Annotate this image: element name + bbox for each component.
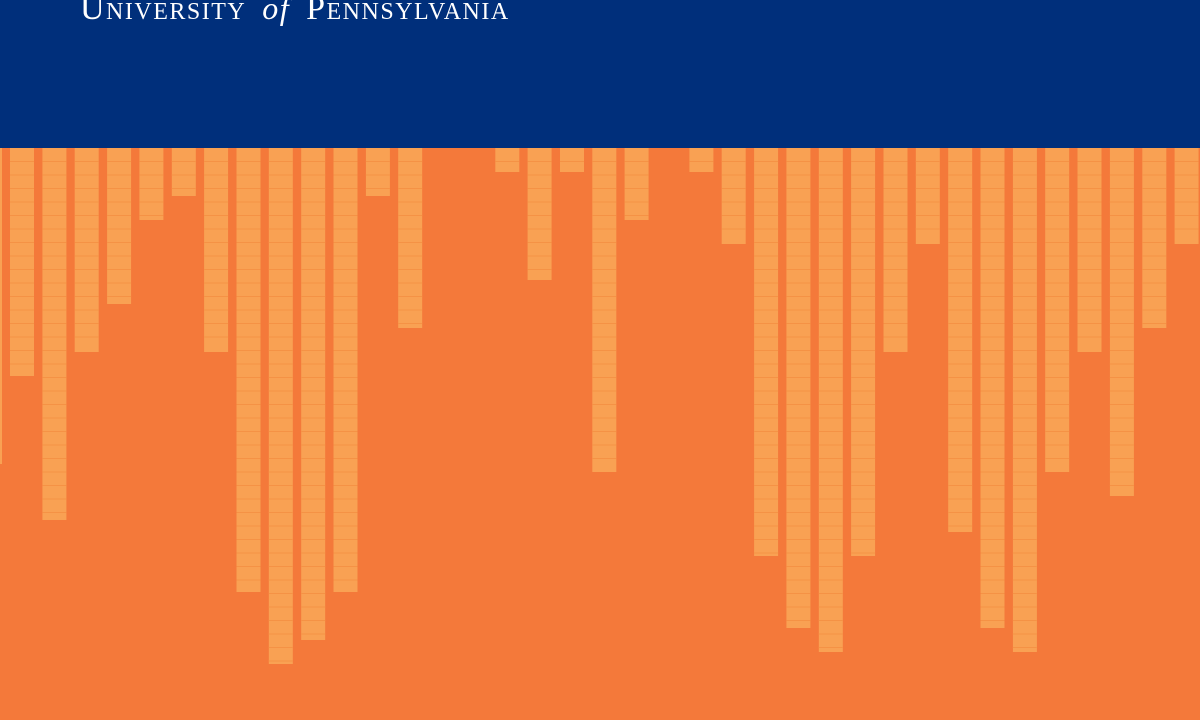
- bar-24: [754, 148, 779, 556]
- bar-23: [721, 148, 746, 244]
- university-wordmark: University of Pennsylvania: [80, 0, 510, 31]
- bar-6: [171, 148, 196, 196]
- bar-35: [1109, 148, 1134, 496]
- bar-10: [301, 148, 326, 640]
- bar-12: [365, 148, 390, 196]
- bar-8: [236, 148, 261, 592]
- bar-2: [42, 148, 67, 520]
- wordmark-of: of: [262, 0, 291, 26]
- bar-1: [10, 148, 34, 376]
- bar-17: [527, 148, 552, 280]
- bar-20: [624, 148, 649, 220]
- bar-33: [1045, 148, 1070, 472]
- bar-28: [883, 148, 908, 352]
- bar-37: [1174, 148, 1199, 244]
- bar-29: [915, 148, 940, 244]
- wordmark-university: University: [80, 0, 247, 27]
- bar-32: [1012, 148, 1037, 652]
- bar-25: [786, 148, 811, 628]
- bar-22: [689, 148, 714, 172]
- bar-edge-sliver: [0, 148, 2, 464]
- bar-9: [268, 148, 293, 664]
- bar-13: [398, 148, 423, 328]
- bar-26: [818, 148, 843, 652]
- bar-31: [980, 148, 1005, 628]
- bar-34: [1077, 148, 1102, 352]
- bar-3: [74, 148, 99, 352]
- bar-30: [948, 148, 973, 532]
- bar-27: [851, 148, 876, 556]
- bar-16: [495, 148, 520, 172]
- bar-11: [333, 148, 358, 592]
- bar-4: [107, 148, 132, 304]
- university-header-band: University of Pennsylvania: [0, 0, 1200, 148]
- bar-7: [204, 148, 229, 352]
- wordmark-pennsylvania: Pennsylvania: [306, 0, 510, 27]
- bar-36: [1142, 148, 1167, 328]
- bar-18: [560, 148, 584, 172]
- bar-5: [139, 148, 164, 220]
- bar-19: [592, 148, 617, 472]
